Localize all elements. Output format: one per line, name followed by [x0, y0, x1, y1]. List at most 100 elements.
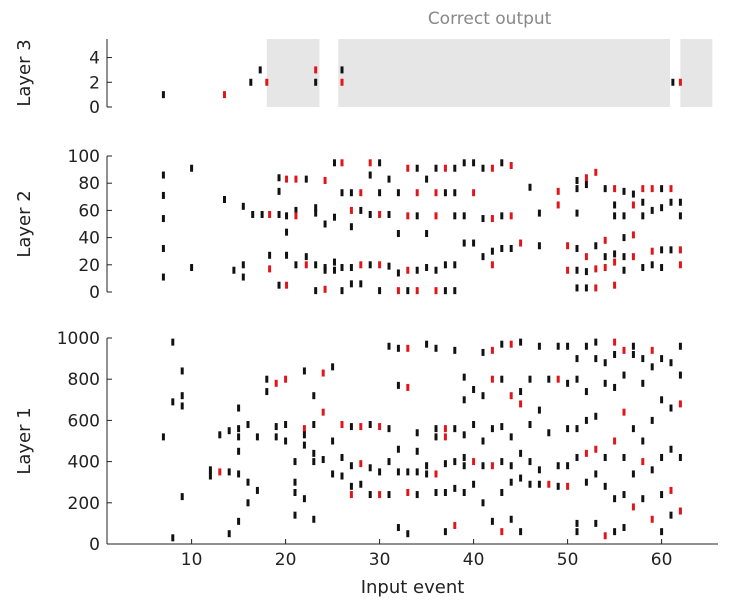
spike-mark	[481, 462, 485, 470]
spike-mark	[490, 517, 494, 525]
spike-mark	[302, 441, 306, 449]
spike-mark	[237, 425, 241, 433]
x-tick-label: 60	[651, 550, 673, 570]
spike-mark	[613, 350, 617, 358]
annotation-label: Correct output	[428, 9, 552, 29]
spike-mark	[669, 445, 673, 453]
layer-1-y-tick-label: 600	[68, 411, 100, 431]
spike-mark	[622, 371, 626, 379]
spike-mark	[161, 215, 165, 223]
spike-mark	[631, 350, 635, 358]
spike-mark	[415, 266, 419, 274]
spike-mark	[453, 458, 457, 466]
spike-mark-error	[556, 201, 560, 209]
spike-mark	[453, 212, 457, 220]
spike-mark	[519, 338, 523, 346]
spike-mark-error	[650, 346, 654, 354]
spike-mark	[462, 373, 466, 381]
spike-mark	[575, 453, 579, 461]
spike-mark-error	[406, 489, 410, 496]
spike-mark	[268, 251, 272, 259]
spike-mark	[500, 375, 504, 383]
spike-mark	[378, 189, 382, 197]
spike-mark	[603, 482, 607, 490]
spike-mark	[603, 453, 607, 461]
spike-mark-error	[314, 66, 318, 74]
spike-mark	[312, 515, 316, 523]
spike-mark	[434, 266, 438, 274]
spike-mark	[509, 462, 513, 470]
spike-mark	[237, 404, 241, 412]
spike-mark-error	[547, 480, 551, 488]
spike-mark	[537, 466, 541, 474]
spike-mark	[509, 515, 513, 523]
spike-mark	[331, 470, 335, 478]
spike-mark	[669, 198, 673, 206]
spike-mark	[171, 398, 175, 406]
spike-mark-error	[650, 515, 654, 523]
spike-mark	[349, 462, 353, 470]
spike-mark	[575, 425, 579, 433]
spike-mark	[481, 164, 485, 172]
spike-mark	[387, 425, 391, 433]
spike-mark	[613, 250, 617, 258]
spike-mark-error	[284, 375, 288, 383]
spike-mark	[237, 470, 241, 478]
spike-mark	[584, 478, 588, 486]
spike-mark	[500, 159, 504, 167]
spike-mark	[462, 239, 466, 247]
spike-mark	[650, 466, 654, 474]
spike-mark-error	[359, 261, 363, 269]
spike-mark	[594, 412, 598, 420]
spike-mark	[387, 458, 391, 466]
spike-mark-error	[378, 261, 382, 269]
spike-mark	[161, 171, 165, 179]
spike-mark-error	[631, 201, 635, 209]
spike-mark-error	[509, 212, 513, 220]
spike-mark	[584, 342, 588, 350]
spike-mark-error	[415, 287, 419, 295]
spike-mark	[622, 187, 626, 195]
spike-mark	[396, 445, 400, 453]
spike-mark	[631, 425, 635, 433]
spike-mark	[190, 164, 194, 172]
spike-mark	[584, 416, 588, 424]
spike-mark-error	[594, 284, 598, 292]
spike-mark	[349, 223, 353, 231]
spike-mark-error	[509, 162, 513, 170]
spike-mark	[641, 379, 645, 387]
spike-mark	[575, 519, 579, 527]
spike-mark	[575, 375, 579, 383]
spike-mark	[258, 66, 262, 74]
spike-mark	[575, 176, 579, 184]
spike-mark	[622, 453, 626, 461]
spike-mark	[368, 491, 372, 499]
spike-mark	[161, 433, 165, 441]
spike-mark-error	[603, 264, 607, 272]
spike-mark	[274, 423, 278, 431]
spike-mark	[481, 253, 485, 261]
spike-mark	[678, 212, 682, 220]
spike-mark-error	[434, 470, 438, 478]
spike-mark	[660, 396, 664, 404]
spike-mark	[472, 239, 476, 247]
spike-mark	[603, 185, 607, 193]
spike-mark	[575, 185, 579, 193]
spike-mark	[251, 210, 255, 218]
shaded-region-0	[266, 39, 320, 107]
spike-mark	[641, 264, 645, 272]
spike-mark	[509, 244, 513, 252]
spike-mark	[434, 489, 438, 496]
spike-mark	[378, 159, 382, 167]
spike-mark	[368, 421, 372, 429]
spike-mark-error	[406, 212, 410, 220]
layer-3-y-tick-label: 0	[89, 98, 100, 118]
spike-mark	[387, 491, 391, 499]
spike-mark	[528, 480, 532, 488]
spike-mark	[528, 421, 532, 429]
spike-mark	[425, 462, 429, 470]
spike-mark	[180, 493, 184, 501]
spike-mark-error	[453, 521, 457, 529]
spike-mark	[312, 421, 316, 429]
spike-mark	[537, 209, 541, 217]
